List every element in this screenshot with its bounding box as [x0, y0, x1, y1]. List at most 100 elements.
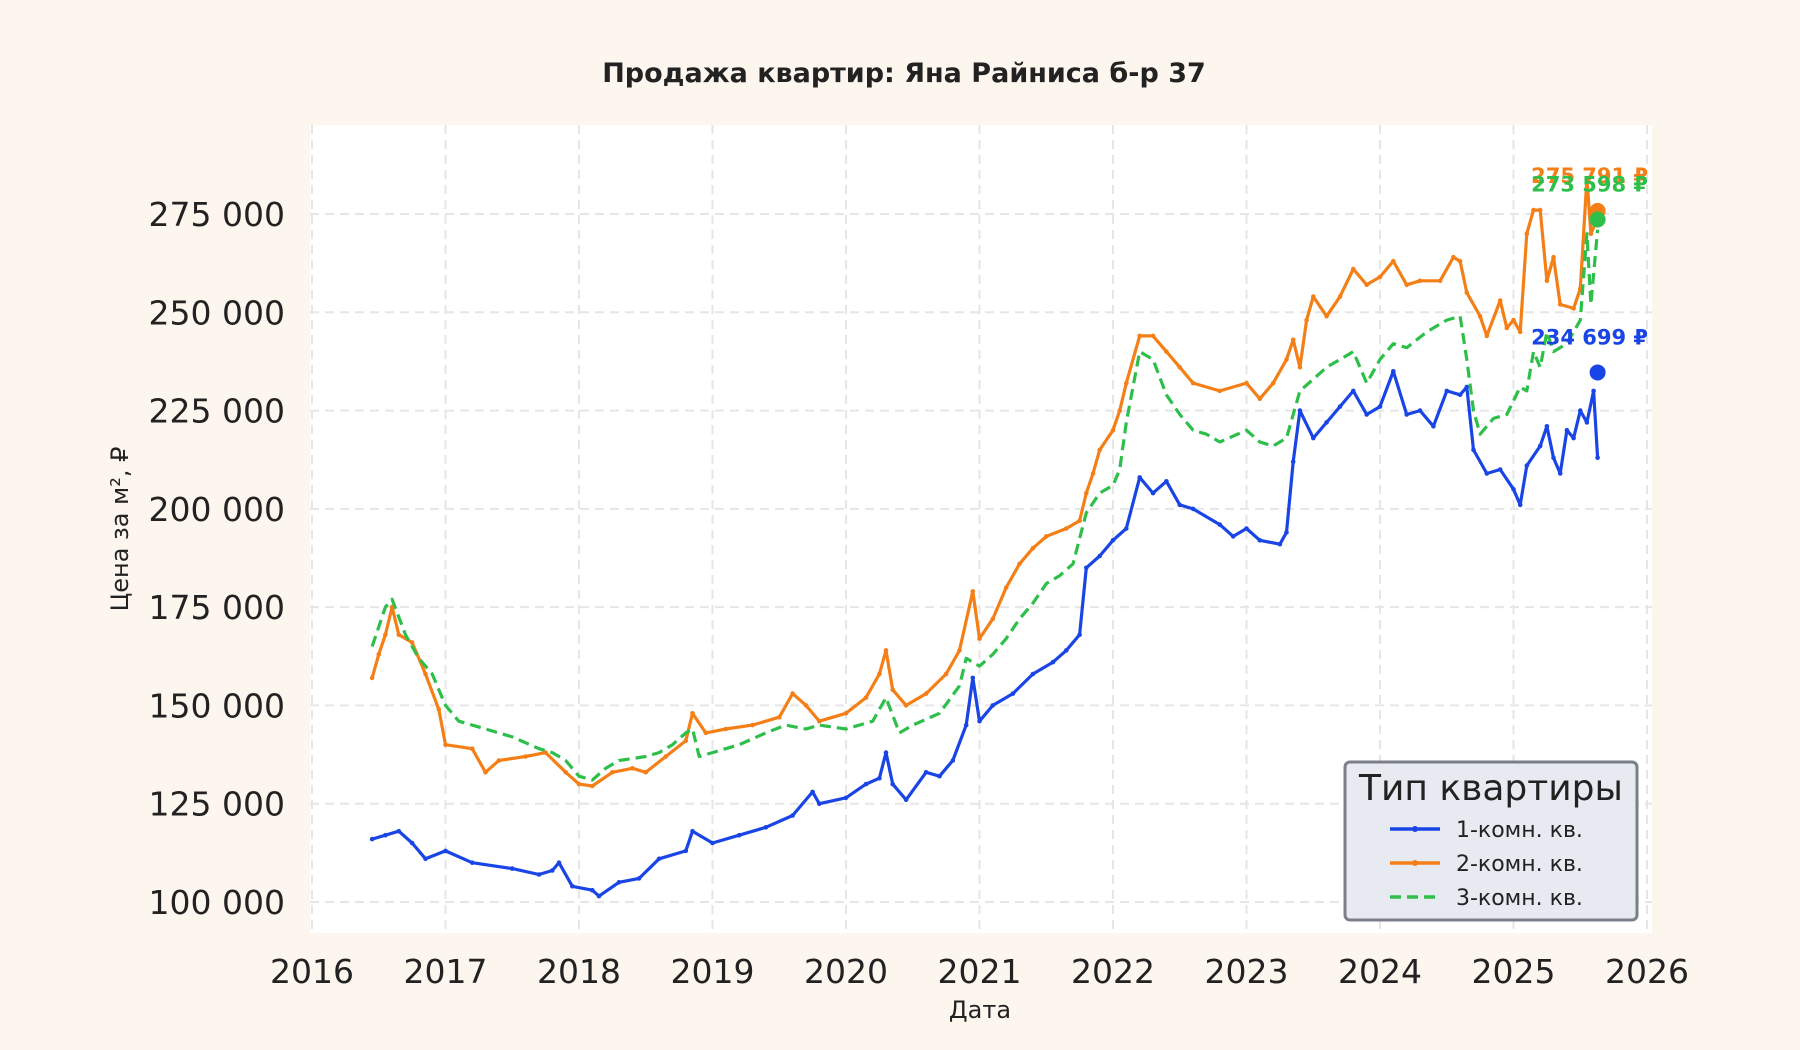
data-point	[1584, 176, 1590, 181]
data-point	[383, 632, 388, 637]
data-point	[1084, 490, 1089, 496]
data-point	[436, 707, 442, 712]
legend-label: 3-комн. кв.	[1456, 886, 1583, 911]
data-point	[396, 828, 402, 834]
data-point	[1417, 408, 1423, 413]
data-point	[710, 840, 715, 846]
end-marker	[1589, 364, 1606, 381]
data-point	[723, 726, 729, 732]
data-point	[469, 746, 475, 751]
data-point	[483, 770, 488, 775]
data-point	[1557, 471, 1563, 476]
data-point	[1117, 408, 1122, 413]
data-point	[843, 711, 849, 716]
data-point	[970, 675, 976, 681]
data-point	[817, 801, 822, 806]
data-point	[1324, 420, 1329, 425]
data-point	[1364, 412, 1369, 417]
data-point	[683, 738, 689, 744]
legend-label: 1-комн. кв.	[1456, 818, 1583, 843]
data-point	[563, 770, 568, 775]
data-point	[943, 671, 949, 677]
y-tick-label: 200 000	[149, 490, 285, 529]
data-point	[810, 789, 815, 795]
y-tick-label: 100 000	[149, 883, 285, 922]
data-point	[890, 781, 895, 787]
data-point	[636, 876, 642, 881]
data-point	[1230, 534, 1236, 539]
data-point	[1010, 691, 1016, 696]
data-point	[1571, 306, 1576, 311]
x-tick-label: 2018	[537, 952, 621, 991]
data-point	[536, 872, 542, 877]
y-tick-label: 125 000	[149, 785, 285, 824]
chart-title: Продажа квартир: Яна Райниса б-р 37	[602, 58, 1206, 89]
data-point	[1484, 471, 1490, 476]
data-point	[763, 825, 769, 830]
data-point	[1351, 266, 1356, 272]
data-point	[1150, 490, 1156, 496]
legend-item: 3-комн. кв.	[1390, 886, 1583, 911]
data-point	[1457, 258, 1463, 264]
legend: Тип квартиры 1-комн. кв. 2-комн. кв. 3-ком…	[1343, 760, 1639, 922]
data-point	[1311, 435, 1316, 441]
data-point	[817, 718, 822, 724]
data-point	[803, 703, 809, 708]
data-point	[1097, 447, 1102, 453]
data-point	[550, 868, 555, 873]
data-point	[950, 758, 956, 763]
data-point	[690, 711, 695, 716]
x-axis-ticks: 2016 2017 2018 2019 2020 2021 2022 2023 2024 2025…	[270, 952, 1689, 991]
data-point	[423, 856, 428, 862]
y-tick-label: 225 000	[149, 392, 285, 431]
data-point	[1137, 333, 1142, 339]
data-point	[1497, 467, 1503, 472]
data-point	[1391, 258, 1396, 264]
data-point	[1517, 329, 1523, 335]
data-point	[1077, 518, 1082, 523]
legend-box	[1343, 760, 1639, 922]
y-tick-label: 250 000	[149, 293, 285, 332]
legend-item: 2-комн. кв.	[1390, 852, 1583, 877]
data-point	[1124, 380, 1129, 386]
data-point	[1431, 424, 1436, 429]
series-layer	[369, 176, 1600, 899]
data-point	[1544, 278, 1550, 284]
data-point	[630, 766, 635, 771]
data-point	[556, 860, 562, 865]
data-point	[877, 671, 882, 677]
data-point	[1077, 632, 1082, 637]
data-point	[1284, 357, 1289, 362]
data-point	[1464, 384, 1470, 390]
data-point	[576, 781, 582, 787]
data-point	[1190, 506, 1196, 512]
data-point	[1451, 254, 1456, 260]
data-point	[963, 722, 969, 728]
x-tick-label: 2025	[1472, 952, 1556, 991]
x-tick-label: 2026	[1605, 952, 1689, 991]
data-point	[1497, 298, 1503, 303]
data-point	[1290, 459, 1296, 465]
data-point	[883, 750, 889, 755]
data-point	[1124, 526, 1129, 531]
data-point	[1464, 290, 1470, 295]
data-point	[590, 783, 595, 789]
x-tick-label: 2019	[671, 952, 755, 991]
data-point	[1404, 412, 1409, 417]
data-point	[1164, 479, 1169, 484]
data-point	[1578, 408, 1583, 413]
data-point	[1584, 420, 1590, 425]
data-point	[396, 632, 402, 637]
x-tick-label: 2016	[270, 952, 354, 991]
data-point	[1311, 294, 1316, 299]
data-point	[1164, 349, 1169, 354]
data-point	[1050, 659, 1056, 665]
data-point	[1551, 455, 1556, 461]
data-point	[1290, 337, 1296, 343]
data-point	[1377, 404, 1383, 409]
data-point	[1595, 455, 1600, 461]
data-point	[423, 671, 428, 677]
data-point	[1277, 541, 1283, 547]
data-point	[1551, 254, 1556, 260]
data-point	[469, 860, 475, 865]
